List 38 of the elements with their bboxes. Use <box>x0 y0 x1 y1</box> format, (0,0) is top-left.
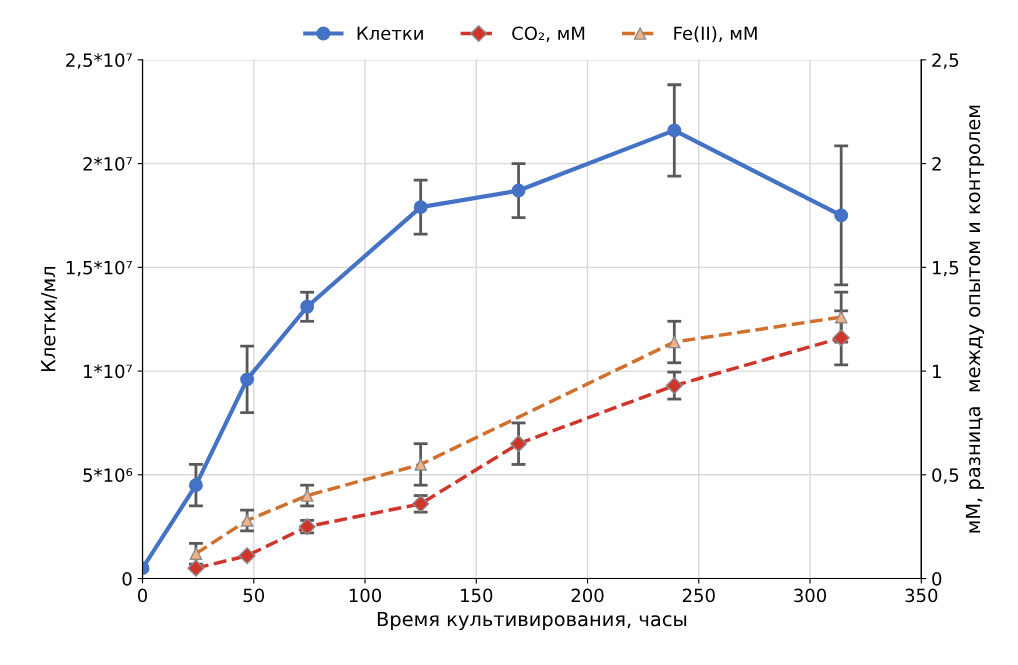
y-tick-label: 2*10⁷ <box>83 157 132 171</box>
point <box>300 299 315 314</box>
x-tick-label: 250 <box>682 588 715 603</box>
y-tick-label: 2,5*10⁷ <box>66 53 132 69</box>
legend-label: Fe(II), мМ <box>674 26 757 43</box>
point <box>188 478 203 493</box>
y2-tick-label: 0 <box>932 572 942 586</box>
point <box>834 208 849 223</box>
x-tick-label: 0 <box>137 588 148 603</box>
y-tick-label: 5*10⁶ <box>83 468 133 482</box>
y2-tick-label: 2,5 <box>932 53 959 69</box>
y2-axis-title: мМ, разница между опытом и контролем <box>965 105 985 533</box>
y2-tick-label: 1,5 <box>933 261 959 277</box>
x-tick-label: 150 <box>461 588 493 603</box>
point <box>187 559 205 577</box>
legend-label: CO₂, мМ <box>512 26 585 42</box>
legend-label: Клетки <box>357 26 423 41</box>
point <box>413 200 428 215</box>
point <box>510 435 528 453</box>
y2-tick-label: 1 <box>933 364 941 378</box>
y-axis-title: Клетки/мл <box>41 267 58 372</box>
point <box>665 377 683 395</box>
point <box>511 183 526 198</box>
point <box>832 329 850 347</box>
point <box>238 547 256 565</box>
x-tick-label: 350 <box>905 588 938 603</box>
y2-tick-label: 0,5 <box>932 468 959 484</box>
y-tick-label: 0 <box>122 572 132 586</box>
x-tick-label: 100 <box>349 588 382 603</box>
x-tick-label: 200 <box>571 588 604 603</box>
y2-tick-label: 2 <box>932 157 941 171</box>
y-tick-label: 1*10⁷ <box>84 364 132 379</box>
y-tick-label: 1,5*10⁷ <box>66 260 132 277</box>
x-tick-label: 50 <box>243 588 265 603</box>
x-axis-title: Время культивирования, часы <box>377 611 687 631</box>
x-tick-label: 300 <box>794 588 827 603</box>
point <box>240 372 255 387</box>
point <box>667 123 682 138</box>
